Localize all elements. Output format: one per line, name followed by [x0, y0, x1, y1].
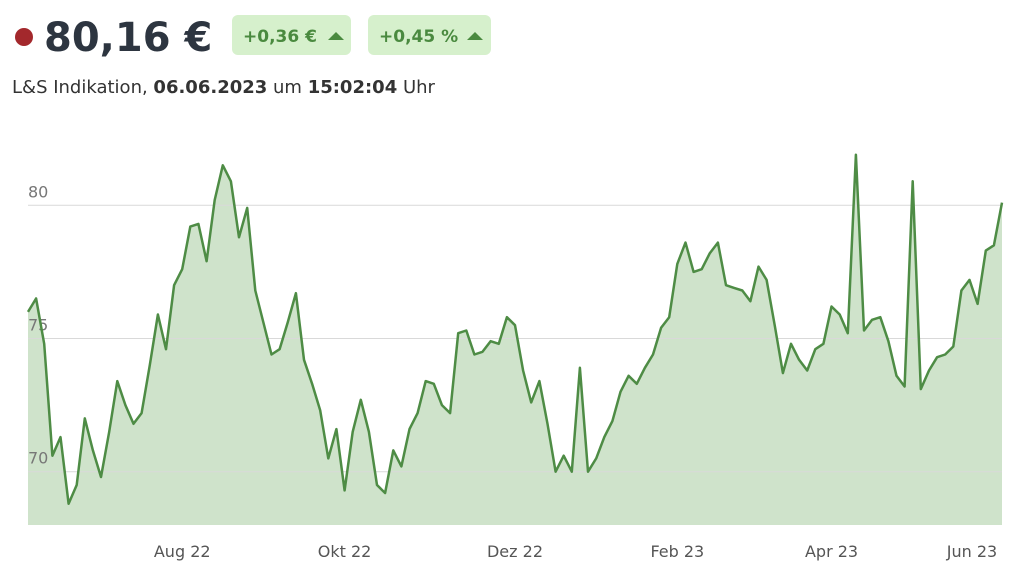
- x-tick-label: Dez 22: [487, 542, 543, 561]
- price: 80,16 €: [44, 15, 212, 61]
- badge: [368, 15, 491, 55]
- change-pct: +0,45 %: [379, 27, 458, 47]
- price-line: [26, 153, 1004, 505]
- change-abs: +0,36 €: [243, 27, 317, 47]
- text: Uhr: [397, 77, 435, 98]
- time: 15:02:04: [308, 77, 398, 98]
- badge: [232, 15, 351, 55]
- text: um: [267, 77, 307, 98]
- up-arrow: [467, 32, 483, 40]
- area-fill: [28, 154, 1002, 525]
- status-dot: [15, 28, 33, 46]
- date: 06.06.2023: [153, 77, 267, 98]
- y-tick-label: 70: [28, 449, 48, 468]
- y-tick-label: 75: [28, 316, 48, 335]
- x-tick-label: Jun 23: [946, 542, 997, 561]
- x-tick-label: Okt 22: [318, 542, 372, 561]
- subtitle: L&S Indikation, 06.06.2023 um 15:02:04 U…: [12, 77, 436, 98]
- x-tick-label: Apr 23: [805, 542, 858, 561]
- source: L&S Indikation,: [12, 77, 153, 98]
- y-tick-label: 80: [28, 182, 48, 201]
- up-arrow: [328, 32, 344, 40]
- x-tick-label: Feb 23: [650, 542, 704, 561]
- x-tick-label: Aug 22: [154, 542, 211, 561]
